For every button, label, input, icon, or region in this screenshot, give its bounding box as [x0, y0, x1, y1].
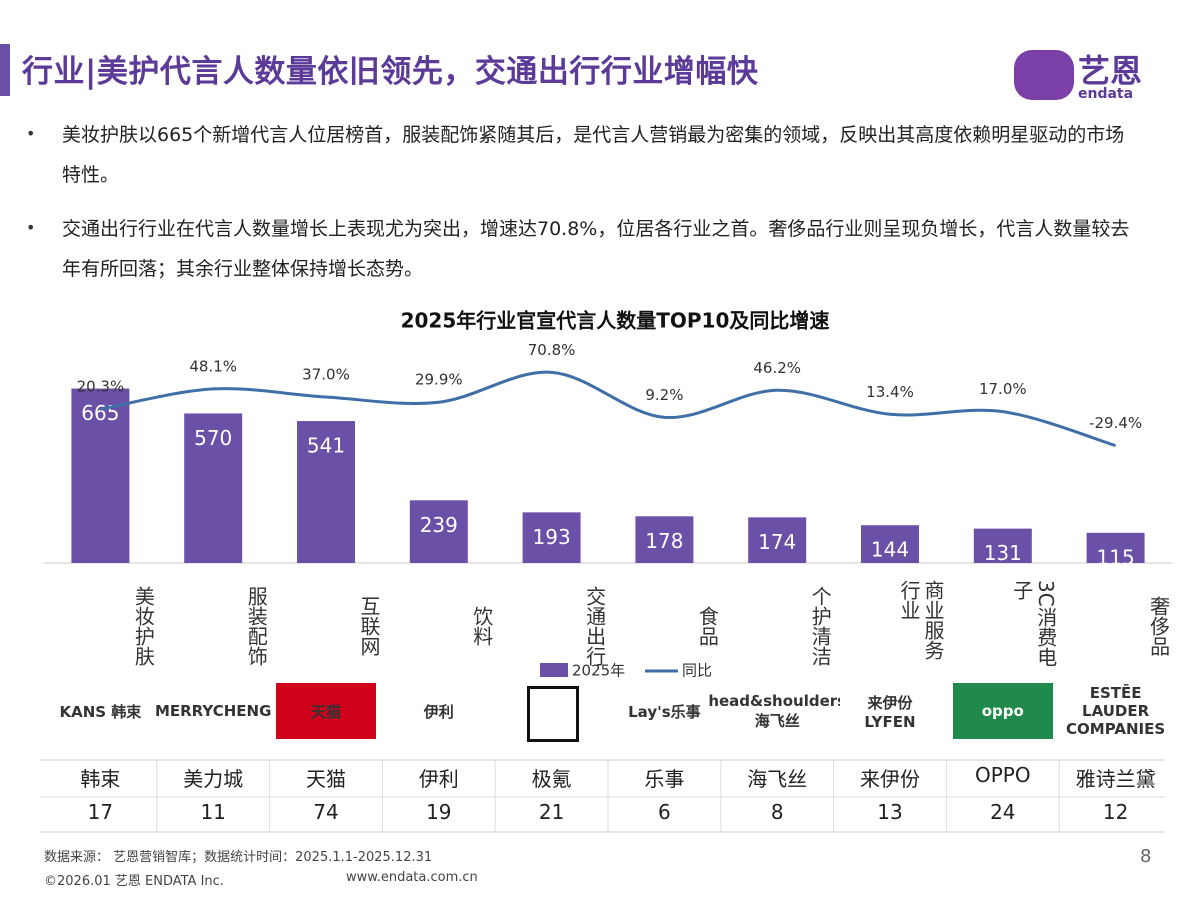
brand-logo: Lay's乐事	[614, 683, 715, 739]
brand-name: 伊利	[418, 767, 459, 791]
brand-name: 极氪	[531, 767, 572, 791]
brand-name: 天猫	[306, 767, 346, 791]
bullet-text: 美妆护肤以665个新增代言人位居榜首，服装配饰紧随其后，是代言人营销最为密集的领…	[62, 124, 1125, 186]
brand-count: 13	[877, 800, 903, 824]
bar	[297, 421, 355, 563]
bar	[748, 517, 807, 563]
page-title: 行业|美护代言人数量依旧领先，交通出行行业增幅快	[22, 54, 759, 90]
bar-label: 131	[984, 541, 1022, 565]
brand-logo: ESTĒE LAUDER COMPANIES	[1065, 683, 1166, 739]
line-label: 48.1%	[189, 357, 237, 375]
brand-logo: 伊利	[388, 683, 489, 739]
brand-logo: oppo	[952, 683, 1053, 739]
brand-logo: KANS 韩束	[50, 683, 151, 739]
bullet-text: 交通出行行业在代言人数量增长上表现尤为突出，增速达70.8%，位居各行业之首。奢…	[62, 218, 1130, 280]
brand-name: 韩束	[80, 767, 121, 791]
brand-logo	[526, 686, 579, 742]
x-tick-label: 3C消费电子	[1009, 580, 1058, 667]
brand-count: 19	[426, 800, 452, 824]
brand-logo: 天猫	[276, 683, 376, 739]
brand-name: 海飞丝	[747, 767, 808, 791]
x-tick-label: 美妆护肤	[131, 586, 156, 666]
bar-label: 174	[758, 530, 796, 554]
site: www.endata.com.cn	[346, 870, 478, 885]
line-label: 37.0%	[302, 366, 350, 384]
bullet-dot: •	[26, 218, 36, 237]
bar	[861, 525, 919, 563]
line-label: 20.3%	[77, 378, 125, 396]
brand-name: 乐事	[644, 767, 685, 791]
line-label: 17.0%	[979, 380, 1027, 398]
brand-count: 24	[990, 800, 1016, 824]
logo-icon	[1014, 50, 1074, 100]
logo-sub: endata	[1078, 86, 1134, 102]
bar-label: 570	[194, 426, 232, 450]
brand-logo: MERRYCHENG	[155, 683, 271, 739]
bar-label: 178	[645, 529, 683, 553]
brand-logo: 来伊份 LYFEN	[840, 683, 940, 739]
bar	[522, 512, 581, 563]
bar-label: 665	[81, 401, 119, 425]
x-tick-label: 食品	[695, 606, 720, 646]
line-label: 70.8%	[528, 341, 576, 359]
x-tick-label: 交通出行	[582, 586, 607, 666]
bar-label: 115	[1097, 545, 1135, 569]
brand-name: 美力城	[183, 767, 244, 791]
bar-label: 541	[307, 434, 345, 458]
bar-label: 239	[420, 513, 458, 537]
page-number: 8	[1140, 846, 1152, 867]
line	[100, 370, 1117, 448]
bullet-dot: •	[26, 124, 36, 143]
brand-count: 17	[87, 800, 114, 824]
chart-title: 2025年行业官宣代言人数量TOP10及同比增速	[401, 309, 830, 333]
bar	[184, 413, 243, 563]
bar	[71, 388, 130, 563]
logo-text: 艺恩	[1078, 52, 1143, 90]
title-accent	[0, 44, 10, 96]
x-tick-label: 互联网	[357, 596, 381, 656]
bar	[1086, 532, 1145, 563]
legend-label: 同比	[682, 662, 712, 680]
brand-count: 8	[770, 800, 784, 824]
brand-count: 12	[1102, 800, 1129, 824]
legend-label: 2025年	[572, 662, 625, 680]
line-label: 46.2%	[753, 359, 801, 377]
brand-logo: head&shoulders 海飞丝	[708, 683, 846, 739]
brand-name: 雅诗兰黛	[1075, 767, 1156, 791]
x-tick-label: 个护清洁	[808, 586, 833, 666]
brand-count: 6	[658, 800, 671, 824]
line-label: -29.4%	[1089, 414, 1142, 432]
legend-swatch	[540, 663, 568, 677]
brand-name: OPPO	[974, 763, 1031, 787]
brand-count: 74	[313, 800, 339, 824]
line-label: 29.9%	[415, 371, 463, 389]
bar-label: 193	[533, 525, 571, 549]
x-tick-label: 奢侈品	[1146, 596, 1171, 656]
line-label: 13.4%	[866, 383, 914, 401]
x-tick-label: 商业服务行业	[897, 580, 945, 660]
bar	[973, 528, 1032, 563]
bar	[409, 500, 468, 563]
brand-count: 11	[200, 800, 226, 824]
bar	[635, 516, 694, 563]
brand-count: 21	[538, 800, 565, 824]
brand-name: 来伊份	[860, 767, 920, 791]
x-tick-label: 饮料	[469, 606, 494, 646]
copyright: ©2026.01 艺恩 ENDATA Inc.	[44, 874, 224, 889]
bar-label: 144	[871, 538, 909, 562]
line-label: 9.2%	[645, 386, 683, 404]
source: 数据来源： 艺恩营销智库；数据统计时间：2025.1.1-2025.12.31	[44, 850, 433, 865]
x-tick-label: 服装配饰	[244, 586, 269, 666]
